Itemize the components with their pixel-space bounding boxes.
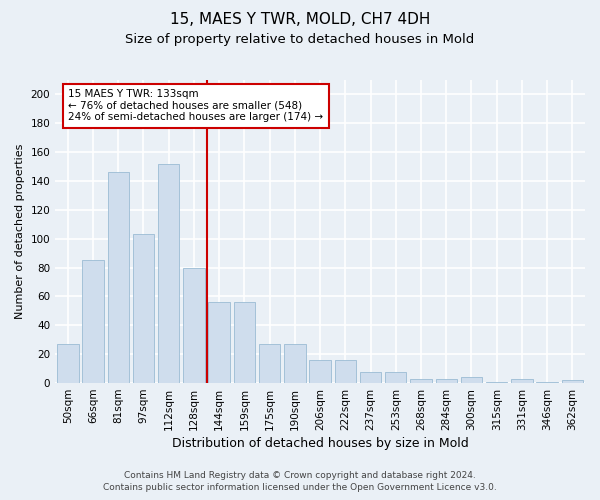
Text: Size of property relative to detached houses in Mold: Size of property relative to detached ho… [125, 32, 475, 46]
Bar [233, 302, 255, 383]
Bar [562, 380, 583, 383]
Bar [82, 260, 104, 383]
Bar [461, 378, 482, 383]
Bar [436, 378, 457, 383]
Bar [158, 164, 179, 383]
Bar [133, 234, 154, 383]
Text: 15, MAES Y TWR, MOLD, CH7 4DH: 15, MAES Y TWR, MOLD, CH7 4DH [170, 12, 430, 28]
Text: Contains HM Land Registry data © Crown copyright and database right 2024.
Contai: Contains HM Land Registry data © Crown c… [103, 471, 497, 492]
Bar [410, 378, 432, 383]
Bar [511, 378, 533, 383]
Bar [107, 172, 129, 383]
Bar [310, 360, 331, 383]
X-axis label: Distribution of detached houses by size in Mold: Distribution of detached houses by size … [172, 437, 469, 450]
Y-axis label: Number of detached properties: Number of detached properties [15, 144, 25, 319]
Bar [259, 344, 280, 383]
Bar [536, 382, 558, 383]
Bar [57, 344, 79, 383]
Bar [208, 302, 230, 383]
Bar [385, 372, 406, 383]
Text: 15 MAES Y TWR: 133sqm
← 76% of detached houses are smaller (548)
24% of semi-det: 15 MAES Y TWR: 133sqm ← 76% of detached … [68, 89, 323, 122]
Bar [360, 372, 381, 383]
Bar [335, 360, 356, 383]
Bar [284, 344, 305, 383]
Bar [486, 382, 508, 383]
Bar [183, 268, 205, 383]
